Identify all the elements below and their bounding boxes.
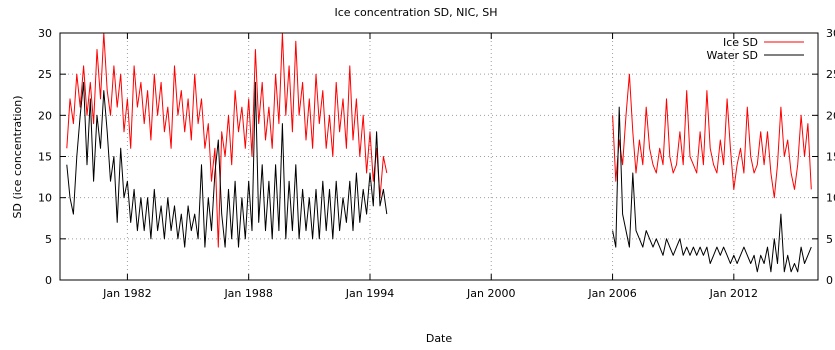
- legend: Ice SD Water SD: [707, 36, 804, 62]
- y-tick-label-right-0: 0: [826, 274, 833, 287]
- y-tick-label-right-2: 10: [826, 192, 835, 205]
- y-tick-label-left-0: 0: [45, 274, 52, 287]
- y-tick-label-right-6: 30: [826, 27, 835, 40]
- y-axis-label: SD (ice concentration): [11, 95, 24, 218]
- y-tick-label-left-4: 20: [38, 109, 52, 122]
- x-tick-label-0: Jan 1982: [102, 287, 151, 300]
- y-tick-label-right-4: 20: [826, 109, 835, 122]
- y-tick-label-right-3: 15: [826, 151, 835, 164]
- y-tick-label-left-1: 5: [45, 233, 52, 246]
- legend-label-ice-sd: Ice SD: [723, 36, 758, 49]
- chart-title: Ice concentration SD, NIC, SH: [334, 6, 497, 19]
- series-layer: [66, 32, 812, 273]
- x-tick-label-4: Jan 2006: [587, 287, 636, 300]
- y-tick-labels-right: 0 5 10 15 20 25 30: [826, 27, 835, 287]
- y-tick-labels-left: 0 5 10 15 20 25 30: [38, 27, 52, 287]
- x-tick-label-1: Jan 1988: [223, 287, 272, 300]
- y-tick-label-right-5: 25: [826, 68, 835, 81]
- series-line-ice-sd-segment-1: [612, 73, 812, 199]
- y-tick-label-left-3: 15: [38, 151, 52, 164]
- y-tick-label-left-2: 10: [38, 192, 52, 205]
- x-axis-label: Date: [426, 332, 453, 345]
- y-tick-label-left-5: 25: [38, 68, 52, 81]
- tick-marks: [60, 32, 818, 281]
- series-line-water-sd-segment-0: [66, 81, 388, 248]
- x-tick-label-3: Jan 2000: [466, 287, 515, 300]
- x-tick-label-5: Jan 2012: [709, 287, 758, 300]
- y-tick-label-right-1: 5: [826, 233, 833, 246]
- y-tick-label-left-6: 30: [38, 27, 52, 40]
- legend-label-water-sd: Water SD: [707, 49, 758, 62]
- x-tick-labels: Jan 1982 Jan 1988 Jan 1994 Jan 2000 Jan 2006…: [102, 287, 758, 300]
- series-line-water-sd-segment-1: [612, 106, 812, 273]
- series-line-ice-sd-segment-0: [66, 32, 388, 248]
- x-tick-label-2: Jan 1994: [345, 287, 394, 300]
